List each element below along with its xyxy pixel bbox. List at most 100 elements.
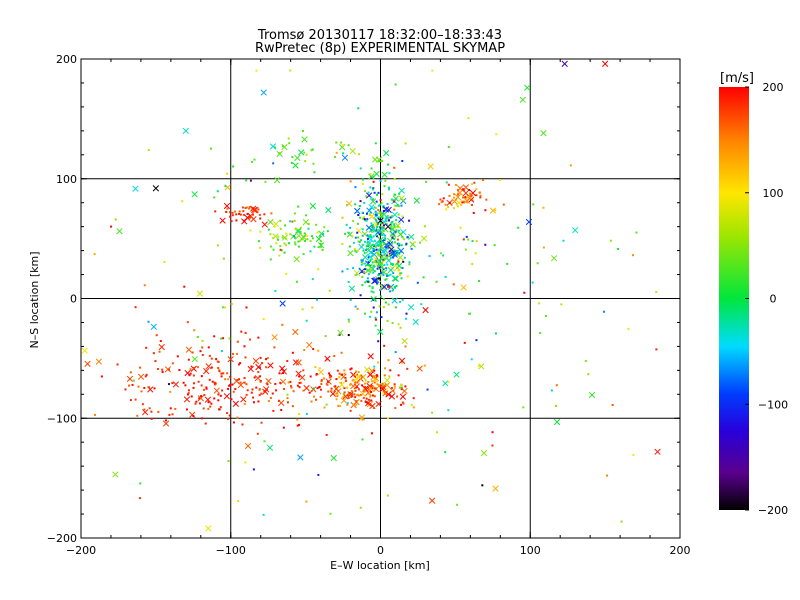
data-point-dot (316, 298, 319, 301)
data-point-dot (310, 400, 313, 403)
data-point-dot (143, 386, 146, 389)
data-point-dot (354, 305, 357, 308)
data-point-dot (185, 408, 188, 411)
data-point-cross (368, 226, 375, 233)
data-point-dot (312, 395, 315, 398)
data-point-dot (377, 248, 380, 251)
data-point-dot (381, 383, 384, 386)
data-point-dot (435, 280, 438, 283)
data-point-dot (369, 234, 372, 237)
data-point-dot (322, 233, 325, 236)
data-point-dot (376, 264, 379, 267)
data-point-dot (456, 503, 459, 506)
data-point-dot (478, 191, 481, 194)
data-point-dot (388, 375, 391, 378)
data-point-dot (366, 234, 369, 237)
data-point-dot (201, 339, 204, 342)
data-point-dot (365, 248, 368, 251)
data-point-dot (471, 263, 474, 266)
data-point-dot (380, 316, 383, 319)
data-point-dot (426, 388, 429, 391)
data-point-dot (390, 249, 393, 252)
data-point-dot (365, 212, 368, 215)
data-point-dot (328, 376, 331, 379)
data-point-dot (440, 201, 443, 204)
data-point-dot (360, 239, 363, 242)
data-point-dot (250, 391, 253, 394)
data-point-dot (349, 409, 352, 412)
data-point-dot (389, 290, 392, 293)
data-point-dot (384, 367, 387, 370)
data-point-dot (360, 261, 363, 264)
data-point-dot (447, 183, 450, 186)
data-point-cross (292, 162, 299, 169)
data-point-cross (164, 366, 172, 373)
data-point-dot (397, 323, 400, 326)
data-point-dot (359, 294, 362, 297)
data-point-dot (263, 440, 266, 443)
data-point-dot (368, 214, 371, 217)
data-point-dot (462, 238, 465, 241)
data-point-dot (396, 203, 399, 206)
data-point-dot (273, 346, 276, 349)
data-point-dot (399, 326, 402, 329)
data-point-dot (116, 363, 119, 366)
data-point-dot (306, 238, 309, 241)
data-point-dot (459, 226, 462, 229)
data-point-dot (200, 395, 203, 398)
data-point-dot (361, 211, 364, 214)
data-point-dot (398, 242, 401, 245)
data-point-dot (305, 319, 308, 322)
data-point-dot (327, 390, 330, 393)
data-point-dot (542, 246, 545, 249)
data-point-dot (609, 239, 612, 242)
data-point-dot (374, 316, 377, 319)
data-point-dot (303, 151, 306, 154)
data-point-dot (245, 206, 248, 209)
data-point-dot (305, 412, 308, 415)
data-point-cross (391, 211, 398, 218)
data-point-dot (468, 188, 471, 191)
data-point-cross (385, 391, 392, 398)
data-point-dot (404, 142, 407, 145)
data-point-cross (381, 171, 388, 178)
data-point-dot (354, 203, 357, 206)
data-point-dot (352, 267, 355, 270)
data-point-cross (427, 163, 434, 170)
data-point-dot (338, 372, 341, 375)
data-point-dot (266, 357, 269, 360)
data-point-dot (357, 371, 360, 374)
data-point-dot (390, 263, 393, 266)
data-point-cross (375, 275, 382, 283)
data-point-cross (303, 384, 310, 392)
data-point-dot (287, 381, 290, 384)
data-point-cross (367, 249, 374, 256)
data-point-dot (285, 272, 288, 275)
data-point-dot (372, 291, 375, 294)
data-point-dot (309, 250, 312, 253)
data-point-dot (377, 236, 380, 239)
data-point-dot (354, 250, 357, 253)
data-point-dot (399, 300, 402, 303)
data-point-dot (200, 375, 203, 378)
data-point-cross (337, 329, 344, 336)
data-point-dot (217, 393, 220, 396)
data-point-cross (205, 363, 212, 370)
data-point-cross (267, 362, 274, 369)
data-point-cross (382, 247, 389, 254)
data-point-dot (631, 254, 634, 257)
data-point-dot (357, 107, 360, 110)
data-point-dot (193, 382, 196, 385)
data-point-dot (259, 246, 262, 249)
data-point-dot (366, 401, 369, 404)
data-point-dot (216, 360, 219, 363)
data-point-dot (380, 383, 383, 386)
data-point-cross (269, 143, 277, 150)
data-point-dot (506, 262, 509, 265)
data-point-dot (259, 380, 262, 383)
data-point-dot (370, 235, 373, 238)
data-point-dot (366, 244, 369, 247)
data-point-cross (301, 136, 308, 143)
data-point-dot (378, 305, 381, 308)
data-point-dot (470, 194, 473, 197)
